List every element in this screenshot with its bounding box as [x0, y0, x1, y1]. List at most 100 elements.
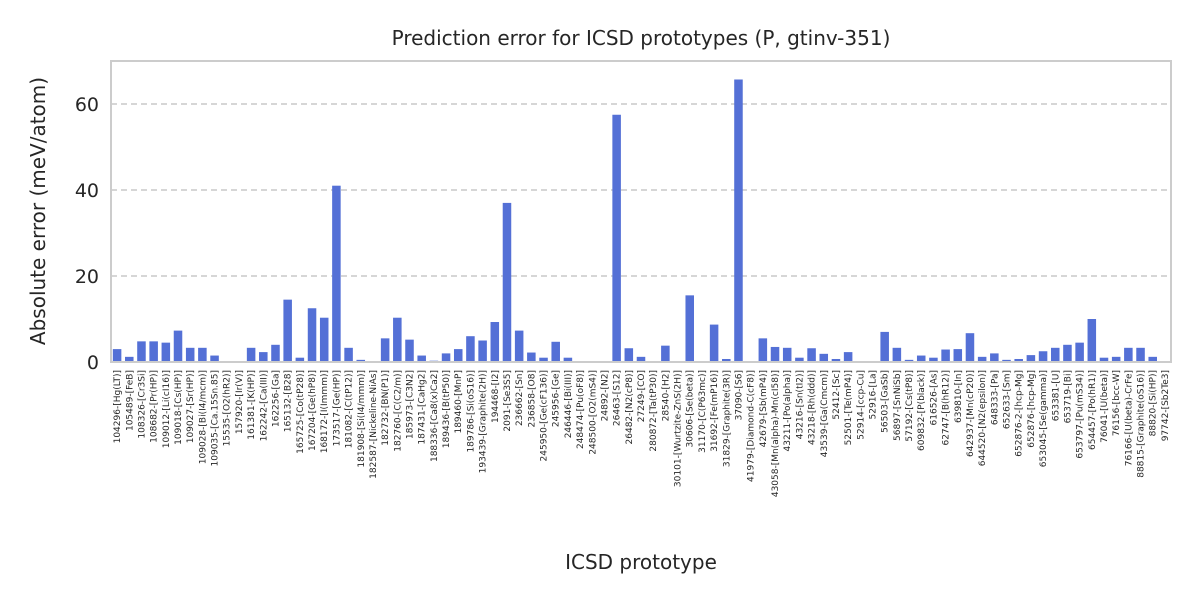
x-tick-label: 42679-[Sb(mP4)] [759, 370, 769, 447]
y-tick-label: 0 [87, 352, 99, 374]
x-tick-label: 189786-[Si(oS16)] [466, 370, 476, 453]
plot-area-frame [110, 60, 1172, 363]
x-tick-label: 648333-[Pa] [990, 370, 1000, 425]
bar [332, 185, 341, 362]
bar [1136, 347, 1145, 362]
x-tick-label: 15535-[O2(hR2)] [223, 370, 233, 446]
x-tick-label: 644520-[N2(epsilon)] [978, 370, 988, 466]
x-tick-label: 182587-[Nickeline-NiAs] [369, 370, 379, 479]
bar [1014, 358, 1023, 362]
x-tick-label: 2091-[Se3S5] [503, 370, 513, 432]
x-tick-label: 57192-[Cs(tP8)] [905, 370, 915, 442]
x-tick-label: 616526-[As] [929, 370, 939, 425]
x-tick-label: 182760-[C(C2/m)] [393, 370, 403, 452]
x-tick-label: 88815-[Graphite(oS16)] [1137, 370, 1147, 478]
x-tick-label: 27249-[CO] [637, 370, 647, 422]
bar [929, 357, 938, 362]
gridlines [111, 103, 1171, 277]
x-tick-label: 653045-[Se(gamma)] [1039, 370, 1049, 467]
x-tick-label: 30101-[Wurtzite-ZnS(2H)] [674, 370, 684, 487]
x-tick-label: 653719-[Bi] [1063, 370, 1073, 423]
x-tick-label: 246446-[Bi(III)] [564, 370, 574, 438]
bar [307, 308, 317, 362]
x-axis-label: ICSD prototype [565, 550, 717, 574]
bar [1050, 347, 1060, 362]
x-tick-label: 181908-[Si(I4/mmm)] [357, 370, 367, 468]
y-axis-ticks: 0 20 40 60 [75, 94, 99, 374]
x-tick-label: 182732-[BN(P1)] [381, 370, 391, 446]
x-tick-label: 24892-[N2] [600, 370, 610, 421]
bar [161, 342, 171, 362]
x-tick-label: 109018-[Cs(HP)] [174, 370, 184, 445]
bar [283, 299, 292, 362]
bar [1075, 342, 1084, 362]
x-tick-label: 41979-[Diamond-C(cF8)] [747, 370, 757, 482]
x-tick-label: 245956-[Ge] [552, 370, 562, 427]
bar [453, 349, 463, 362]
bar [380, 338, 390, 362]
x-tick-label: 109028-[Bi(I4/mcm)] [198, 370, 208, 464]
chart-title: Prediction error for ICSD prototypes (P,… [392, 26, 891, 50]
x-tick-label: 62747-[B(hR12)] [942, 370, 952, 446]
y-tick-label: 20 [75, 266, 99, 288]
bar [722, 358, 731, 362]
bar [125, 356, 134, 362]
x-tick-label: 43539-[Ga(Cmcm)] [820, 370, 830, 457]
x-tick-label: 43211-[Po(alpha)] [783, 370, 793, 451]
bar [941, 349, 950, 362]
x-tick-label: 652633-[Sm] [1003, 370, 1013, 429]
bar [149, 341, 158, 362]
x-tick-label: 26482-[N2(cP8)] [625, 370, 635, 444]
bar [904, 359, 914, 362]
x-tick-label: 165725-[Co(tP28)] [296, 370, 306, 454]
x-tick-label: 109035-[Ca.15Sn.85] [211, 370, 221, 466]
bar [185, 347, 195, 362]
bar [734, 79, 743, 363]
bar [563, 357, 573, 362]
bar [478, 340, 487, 362]
x-tick-label: 109012-[Li(cI16)] [162, 370, 172, 448]
x-tick-label: 187431-[CaHg2] [418, 370, 428, 445]
bar [892, 347, 902, 362]
bar [843, 352, 853, 362]
bar [916, 355, 926, 362]
bar [1026, 355, 1036, 362]
bar [1063, 344, 1072, 362]
x-tick-label: 653797-[Pu(mS34)] [1076, 370, 1086, 459]
bar [173, 330, 183, 362]
x-tick-label: 108682-[Pr(HP)] [150, 370, 160, 443]
y-tick-label: 40 [75, 180, 99, 202]
bar [1002, 359, 1011, 362]
x-tick-label: 194468-[I2] [491, 370, 501, 423]
bar [636, 356, 646, 362]
x-tick-label: 248474-[Pu(oF8)] [576, 370, 586, 449]
bar [393, 317, 402, 362]
x-tick-label: 189460-[MnP] [454, 370, 464, 434]
bars [112, 79, 1170, 363]
x-tick-label: 52412-[Sc] [832, 370, 842, 420]
x-tick-label: 105489-[FeB] [125, 370, 135, 431]
x-tick-label: 43218-[Rh(ddd)] [808, 370, 818, 445]
bar [344, 347, 353, 362]
x-axis-ticks: 104296-[Hg(LT)] 105489-[FeB] 108326-[Cr3Si… [113, 370, 1171, 497]
y-axis-label: Absolute error (meV/atom) [26, 77, 50, 345]
x-tick-label: 108326-[Cr3Si] [137, 370, 147, 439]
x-tick-label: 26463-[S12] [613, 370, 623, 426]
x-tick-label: 280872-[Ta(tP30)] [649, 370, 659, 452]
x-tick-label: 157920-[Ir(V)] [235, 370, 245, 434]
bar [1124, 347, 1133, 362]
x-tick-label: 236858-[O8] [527, 370, 537, 427]
x-tick-label: 88820-[Si(HP)] [1149, 370, 1159, 436]
bar [685, 295, 694, 362]
bar [295, 357, 305, 362]
x-tick-label: 165132-[B28] [284, 370, 294, 432]
x-tick-label: 162242-[Ca(III)] [259, 370, 269, 441]
bar [198, 347, 207, 362]
bar [758, 338, 768, 362]
x-tick-label: 189436-[B(tP50)] [442, 370, 452, 448]
bar [441, 353, 451, 362]
x-tick-label: 56897-[SnNiSb] [893, 370, 903, 441]
x-tick-label: 76041-[U(beta)] [1100, 370, 1110, 443]
bar [1087, 319, 1097, 362]
bar [259, 352, 268, 362]
